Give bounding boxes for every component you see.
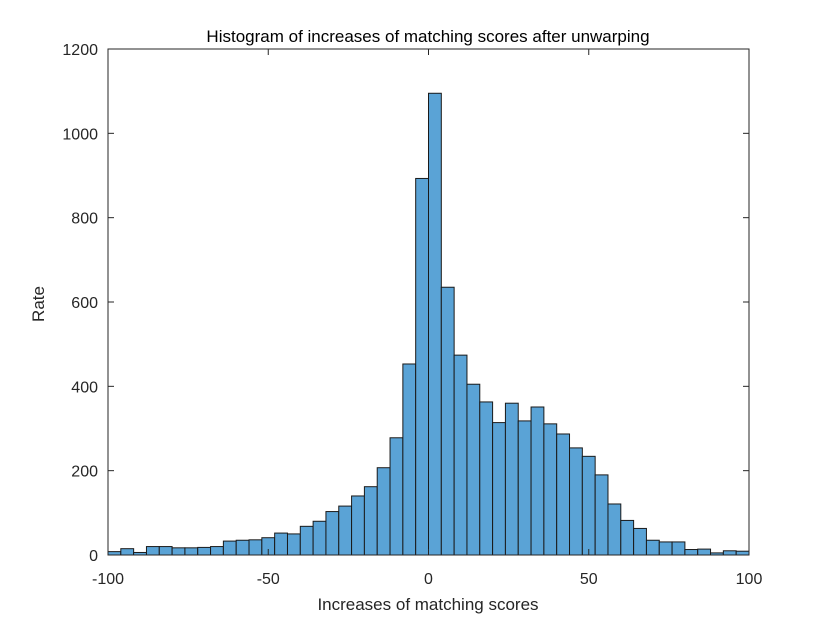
histogram-bar	[697, 548, 712, 556]
histogram-bar	[607, 503, 622, 556]
x-tick-label: -100	[92, 571, 124, 588]
histogram-bar	[274, 532, 288, 556]
x-axis-title: Increases of matching scores	[317, 595, 538, 614]
histogram-bar	[428, 92, 442, 556]
histogram-bar	[248, 539, 263, 556]
y-tick-label: 0	[89, 548, 98, 565]
histogram-bar	[658, 541, 673, 556]
histogram-bar	[684, 549, 699, 556]
x-tick-label: 0	[424, 571, 433, 588]
histogram-bar	[517, 420, 532, 556]
y-tick-label: 200	[71, 464, 98, 481]
histogram-bar	[158, 546, 173, 556]
histogram-bar	[504, 402, 519, 556]
histogram-bar	[299, 525, 314, 556]
y-axis-title: Rate	[29, 286, 48, 322]
y-tick-label: 800	[71, 211, 98, 228]
histogram-bar	[530, 406, 545, 556]
histogram-bar	[286, 533, 301, 556]
chart-title: Histogram of increases of matching score…	[206, 27, 649, 46]
histogram-bar	[453, 354, 468, 556]
histogram-bar	[620, 519, 635, 556]
histogram-bar	[120, 548, 135, 556]
histogram-bar	[440, 286, 455, 556]
y-tick-label: 1000	[62, 126, 98, 143]
histogram-bar	[594, 474, 609, 556]
histogram-bar	[210, 546, 224, 556]
histogram-bar	[569, 447, 583, 556]
y-tick-label: 1200	[62, 42, 98, 59]
histogram-bar	[466, 383, 481, 556]
histogram-bar	[479, 401, 494, 556]
histogram-bar	[376, 467, 391, 556]
histogram-bar	[325, 511, 340, 556]
histogram-bar	[402, 363, 417, 556]
histogram-bar	[338, 505, 353, 556]
histogram-bar	[492, 422, 506, 556]
histogram-bar	[581, 455, 596, 556]
histogram-bar	[351, 495, 365, 556]
x-tick-label: 100	[736, 571, 763, 588]
histogram-bar	[171, 547, 186, 556]
histogram-bar	[145, 546, 160, 556]
histogram-bar	[222, 540, 237, 556]
histogram-bar	[543, 423, 558, 556]
histogram-bar	[389, 437, 404, 556]
histogram-bar	[363, 486, 378, 556]
bars-group	[107, 92, 750, 556]
histogram-bar	[184, 547, 199, 556]
y-tick-label: 600	[71, 295, 98, 312]
histogram-bar	[556, 433, 571, 556]
histogram-bar	[107, 551, 122, 556]
histogram-bar	[645, 539, 660, 556]
x-tick-label: 50	[580, 571, 598, 588]
y-tick-label: 400	[71, 379, 98, 396]
histogram-bar	[735, 550, 750, 556]
histogram-bar	[633, 527, 647, 556]
x-tick-label: -50	[257, 571, 280, 588]
histogram-bar	[197, 546, 212, 556]
histogram-bar	[415, 177, 429, 556]
histogram-bar	[235, 539, 250, 556]
histogram-bar	[671, 541, 686, 556]
histogram-bar	[312, 520, 327, 556]
histogram-bar	[722, 550, 737, 556]
